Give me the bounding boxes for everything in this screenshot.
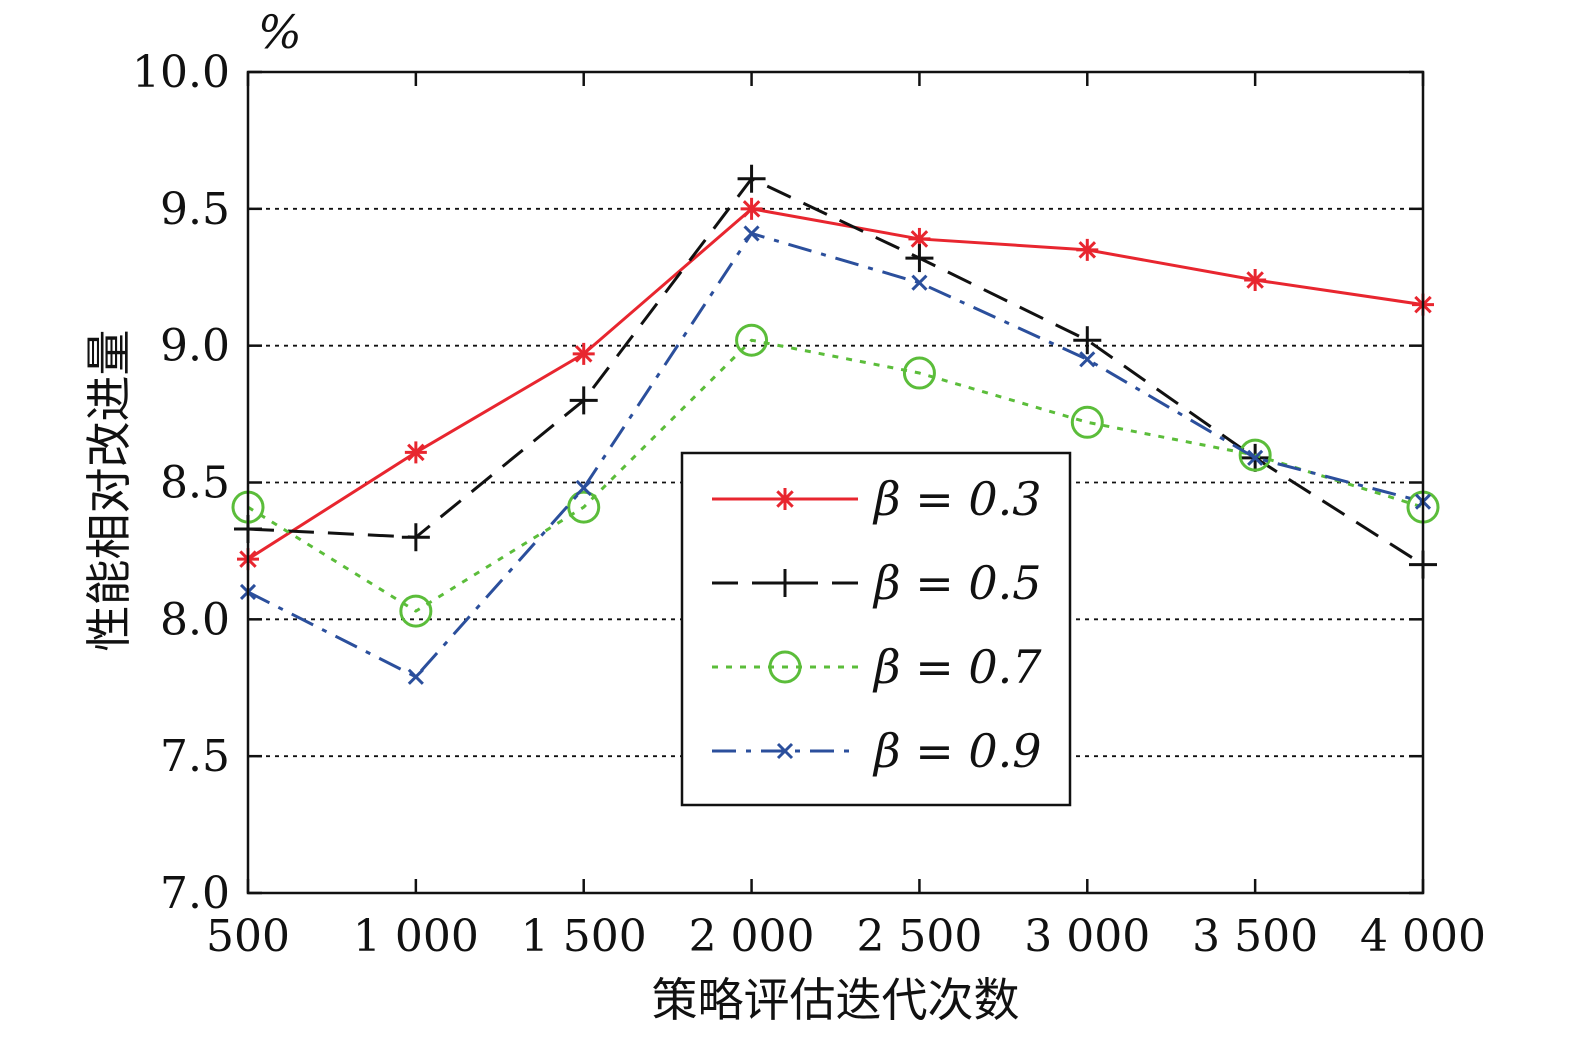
circle-marker: [567, 490, 601, 524]
data-point: [905, 244, 934, 273]
y-tick-label: 7.5: [160, 731, 230, 782]
legend-box: [680, 451, 1072, 807]
data-point: [1073, 326, 1102, 355]
asterisk-marker: [407, 443, 425, 462]
y-tick-label: 7.0: [160, 868, 230, 919]
x-marker: [743, 225, 760, 242]
circle-marker: [399, 594, 433, 628]
x-marker: [911, 274, 928, 291]
data-point: [1244, 268, 1267, 291]
legend-item: β = 0.9: [712, 724, 1042, 778]
data-point: [572, 342, 595, 365]
data-point: [1070, 405, 1104, 439]
x-tick-label: 4 000: [1360, 911, 1486, 962]
y-tick-label: 8.5: [160, 458, 230, 509]
series-layer: [231, 164, 1440, 685]
legend-item: β = 0.7: [712, 640, 1042, 694]
legend-label: β = 0.5: [872, 556, 1042, 610]
legend-label: β = 0.9: [872, 724, 1042, 778]
circle-marker: [1070, 405, 1104, 439]
data-point: [575, 479, 592, 497]
data-point: [740, 197, 763, 220]
data-point: [569, 386, 598, 415]
x-tick-label: 1 500: [521, 911, 647, 962]
asterisk-marker: [574, 345, 593, 363]
x-marker: [1247, 449, 1264, 466]
data-point: [737, 164, 766, 193]
x-tick-label: 500: [206, 911, 290, 962]
data-point: [404, 441, 427, 464]
asterisk-marker: [1246, 271, 1264, 289]
data-point: [1076, 238, 1099, 261]
asterisk-marker: [742, 200, 761, 218]
y-axis-unit: %: [258, 5, 302, 59]
y-tick-label: 9.0: [160, 321, 230, 372]
data-point: [743, 225, 760, 242]
data-point: [1238, 438, 1272, 472]
asterisk-marker: [1078, 241, 1097, 259]
legend-label: β = 0.7: [872, 640, 1042, 694]
x-tick-label: 3 500: [1192, 911, 1318, 962]
series-line: [247, 177, 1424, 566]
y-tick-label: 9.5: [160, 184, 230, 235]
data-point: [399, 594, 433, 628]
series-line: [247, 207, 1424, 561]
series-line: [247, 231, 1424, 679]
x-tick-label: 1 000: [353, 911, 479, 962]
x-axis-title: 策略评估迭代次数: [652, 973, 1020, 1027]
circle-marker: [768, 650, 802, 684]
axis-ticks: 7.0 7.5 8.0 8.5 9.0 9.5 10.0 500 1 000 1 500 2 000…: [132, 47, 1486, 962]
x-tick-label: 3 000: [1024, 911, 1150, 962]
data-point: [902, 356, 936, 390]
series-3: [231, 323, 1440, 628]
legend: β = 0.3 β = 0.5 β = 0.7 β = 0.9: [680, 451, 1072, 807]
legend-label: β = 0.3: [872, 472, 1042, 526]
y-tick-label: 8.0: [160, 594, 230, 645]
circle-marker: [902, 356, 936, 390]
x-marker: [1079, 351, 1096, 368]
y-tick-label: 10.0: [132, 47, 230, 98]
data-point: [567, 490, 601, 524]
legend-item: β = 0.5: [712, 556, 1042, 610]
x-marker: [776, 742, 794, 760]
data-point: [911, 274, 928, 291]
circle-marker: [735, 323, 769, 357]
x-tick-label: 2 000: [689, 911, 815, 962]
data-point: [735, 323, 769, 357]
series-line: [247, 338, 1424, 613]
x-tick-label: 2 500: [856, 911, 982, 962]
data-point: [401, 523, 430, 552]
asterisk-marker: [776, 490, 794, 508]
legend-item: β = 0.3: [712, 472, 1042, 526]
x-marker: [575, 479, 592, 497]
data-point: [1079, 351, 1096, 368]
x-marker: [407, 668, 424, 685]
y-axis-title: 性能相对改进量: [82, 330, 136, 652]
asterisk-marker: [910, 230, 929, 248]
data-point: [1247, 449, 1264, 466]
data-point: [407, 668, 424, 685]
circle-marker: [1238, 438, 1272, 472]
